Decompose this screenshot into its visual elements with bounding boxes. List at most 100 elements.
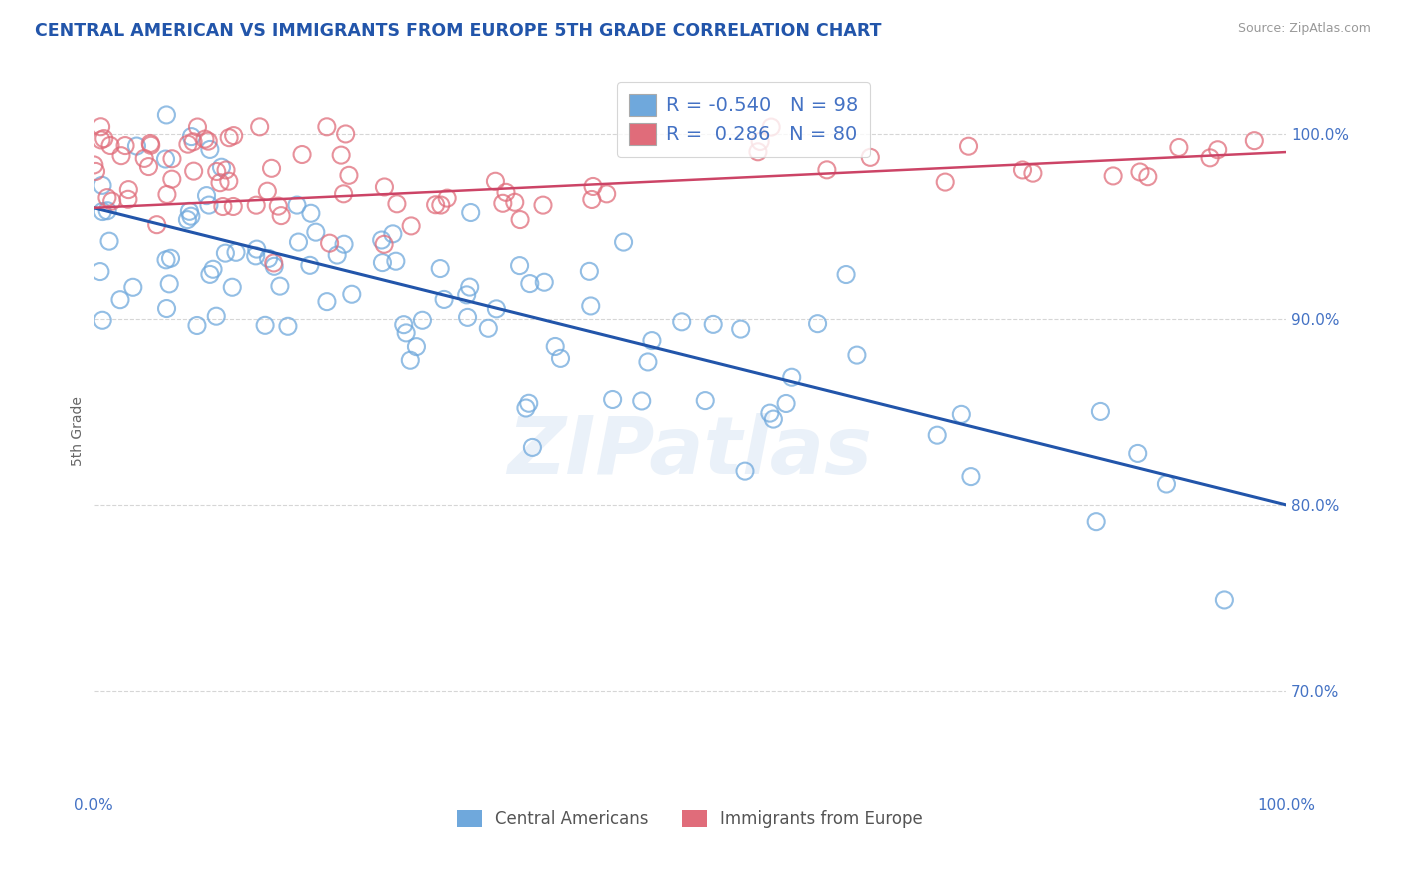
Point	[198, 143, 221, 157]
Point	[155, 301, 177, 316]
Point	[373, 180, 395, 194]
Point	[747, 145, 769, 159]
Point	[155, 152, 177, 166]
Point	[121, 280, 143, 294]
Point	[160, 152, 183, 166]
Point	[582, 179, 605, 194]
Point	[399, 353, 422, 368]
Point	[93, 131, 115, 145]
Point	[957, 139, 980, 153]
Point	[222, 199, 245, 213]
Point	[90, 120, 112, 134]
Point	[98, 234, 121, 248]
Point	[100, 194, 122, 209]
Point	[117, 192, 139, 206]
Point	[225, 245, 247, 260]
Point	[495, 186, 517, 200]
Point	[927, 428, 949, 442]
Point	[340, 287, 363, 301]
Point	[533, 275, 555, 289]
Point	[749, 135, 772, 149]
Point	[205, 164, 228, 178]
Point	[759, 406, 782, 420]
Point	[89, 264, 111, 278]
Point	[214, 246, 236, 260]
Point	[1136, 169, 1159, 184]
Point	[98, 138, 121, 153]
Point	[155, 108, 177, 122]
Point	[775, 396, 797, 410]
Point	[197, 134, 219, 148]
Point	[299, 206, 322, 220]
Point	[270, 209, 292, 223]
Point	[260, 161, 283, 176]
Point	[550, 351, 572, 366]
Point	[186, 318, 208, 333]
Point	[531, 198, 554, 212]
Point	[1206, 143, 1229, 157]
Legend: Central Americans, Immigrants from Europe: Central Americans, Immigrants from Europ…	[450, 804, 929, 835]
Point	[194, 132, 217, 146]
Point	[411, 313, 433, 327]
Point	[305, 225, 328, 239]
Point	[702, 318, 724, 332]
Point	[373, 237, 395, 252]
Point	[458, 280, 481, 294]
Point	[1085, 515, 1108, 529]
Point	[139, 138, 162, 153]
Point	[330, 148, 353, 162]
Point	[245, 198, 267, 212]
Point	[181, 135, 204, 149]
Point	[385, 196, 408, 211]
Point	[176, 212, 198, 227]
Text: Source: ZipAtlas.com: Source: ZipAtlas.com	[1237, 22, 1371, 36]
Point	[425, 198, 447, 212]
Point	[155, 252, 177, 267]
Point	[395, 326, 418, 340]
Point	[806, 317, 828, 331]
Point	[815, 162, 838, 177]
Point	[315, 120, 337, 134]
Point	[337, 169, 360, 183]
Point	[484, 174, 506, 188]
Point	[195, 188, 218, 202]
Point	[578, 264, 600, 278]
Point	[371, 255, 394, 269]
Point	[277, 319, 299, 334]
Point	[430, 198, 453, 212]
Point	[110, 149, 132, 163]
Point	[205, 309, 228, 323]
Point	[517, 396, 540, 410]
Point	[285, 198, 308, 212]
Point	[125, 139, 148, 153]
Point	[198, 268, 221, 282]
Point	[218, 174, 240, 188]
Point	[596, 186, 619, 201]
Point	[671, 315, 693, 329]
Point	[859, 150, 882, 164]
Point	[960, 469, 983, 483]
Point	[186, 120, 208, 134]
Point	[1090, 404, 1112, 418]
Point	[267, 199, 290, 213]
Point	[318, 236, 340, 251]
Point	[117, 183, 139, 197]
Point	[485, 301, 508, 316]
Point	[177, 137, 200, 152]
Point	[515, 401, 537, 415]
Point	[218, 130, 240, 145]
Point	[287, 235, 309, 249]
Point	[835, 268, 858, 282]
Point	[730, 322, 752, 336]
Point	[134, 152, 156, 166]
Text: CENTRAL AMERICAN VS IMMIGRANTS FROM EUROPE 5TH GRADE CORRELATION CHART: CENTRAL AMERICAN VS IMMIGRANTS FROM EURO…	[35, 22, 882, 40]
Point	[436, 191, 458, 205]
Point	[637, 355, 659, 369]
Point	[695, 393, 717, 408]
Point	[215, 163, 238, 178]
Point	[1126, 446, 1149, 460]
Point	[522, 441, 544, 455]
Point	[160, 172, 183, 186]
Point	[326, 248, 349, 262]
Point	[429, 261, 451, 276]
